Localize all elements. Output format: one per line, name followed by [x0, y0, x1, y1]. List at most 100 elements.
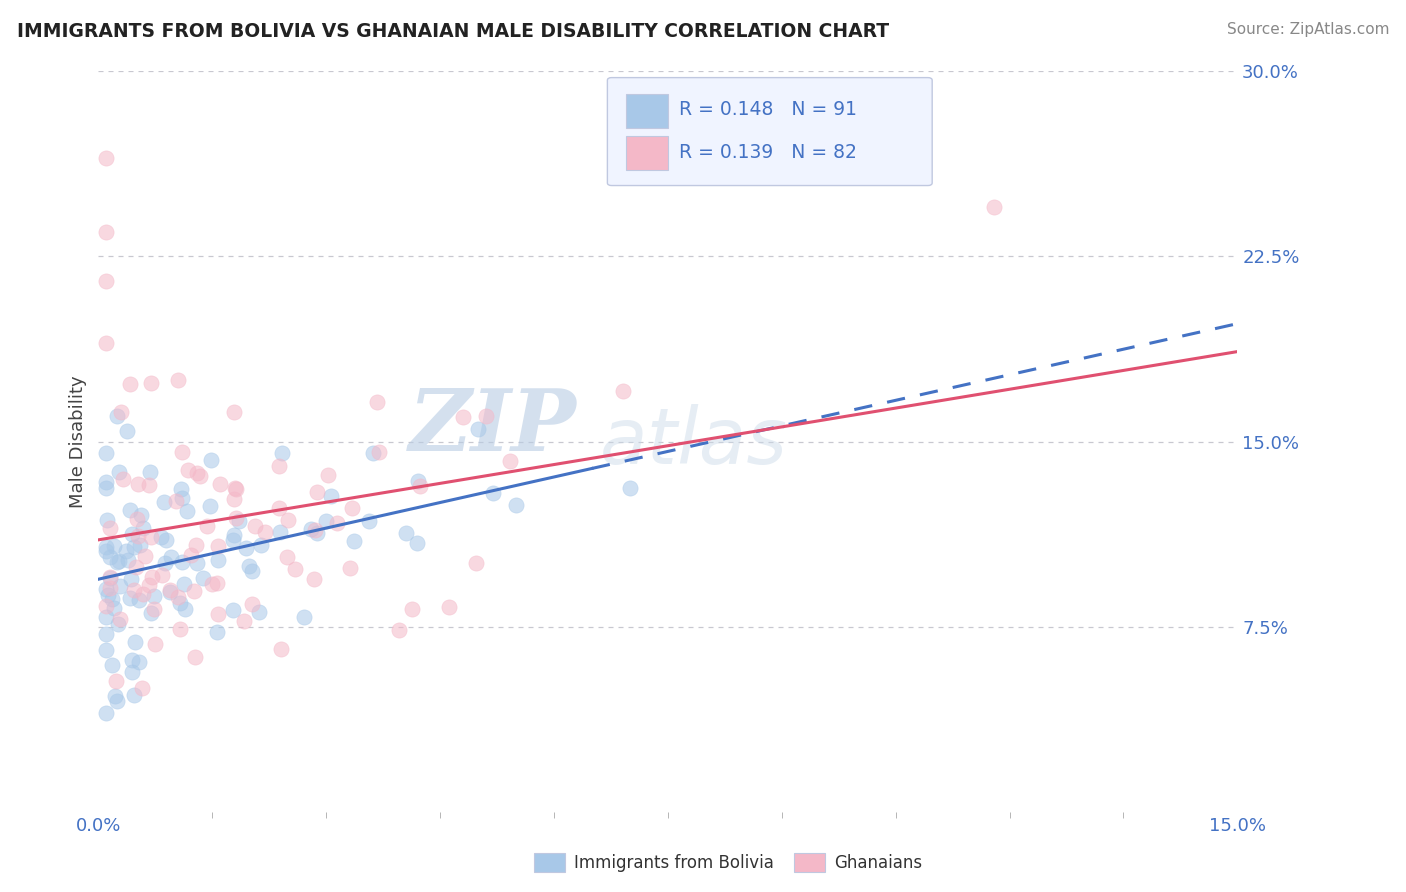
Point [132, 521, 155, 535]
Point [108, 612, 131, 626]
Point [170, 491, 193, 505]
Point [200, 453, 222, 467]
Point [127, 529, 149, 543]
Point [105, 409, 128, 423]
Point [128, 593, 150, 607]
Point [269, 524, 291, 539]
Point [200, 500, 222, 514]
Point [307, 525, 329, 540]
Point [103, 600, 125, 615]
Point [117, 424, 139, 438]
Point [159, 582, 181, 597]
Point [153, 495, 176, 509]
Point [107, 465, 129, 479]
Point [302, 572, 325, 586]
Point [94, 475, 117, 490]
Point [269, 500, 291, 515]
Point [131, 681, 153, 695]
Point [108, 579, 131, 593]
Point [94, 335, 117, 350]
Point [94, 706, 117, 720]
Point [94, 225, 117, 239]
Point [188, 468, 211, 483]
Point [129, 508, 152, 522]
Point [105, 694, 128, 708]
Point [94, 627, 117, 641]
Point [114, 543, 136, 558]
Point [98, 550, 121, 565]
Point [166, 373, 188, 387]
Point [228, 514, 250, 528]
Point [121, 526, 143, 541]
Point [94, 445, 117, 459]
Point [128, 655, 150, 669]
Point [242, 564, 264, 578]
Point [305, 485, 328, 500]
Point [222, 405, 245, 419]
Point [207, 553, 229, 567]
Point [110, 405, 132, 419]
Point [193, 571, 215, 585]
Text: Source: ZipAtlas.com: Source: ZipAtlas.com [1226, 22, 1389, 37]
Point [409, 479, 432, 493]
Point [120, 376, 142, 391]
Point [340, 501, 363, 516]
Point [339, 561, 361, 575]
Point [155, 533, 177, 547]
Point [150, 568, 173, 582]
Point [129, 538, 152, 552]
Point [343, 534, 366, 549]
Point [619, 481, 641, 495]
Point [405, 536, 427, 550]
Point [235, 541, 257, 555]
Point [225, 511, 247, 525]
Point [107, 616, 129, 631]
Point [284, 562, 307, 576]
Point [105, 555, 128, 569]
Point [207, 607, 229, 621]
Point [118, 502, 141, 516]
Point [173, 576, 195, 591]
Point [170, 444, 193, 458]
Point [117, 553, 139, 567]
Point [205, 575, 228, 590]
Point [149, 531, 172, 545]
Point [238, 559, 260, 574]
Point [98, 570, 121, 584]
Point [201, 577, 224, 591]
Point [224, 528, 246, 542]
Point [121, 573, 143, 587]
Point [94, 543, 117, 558]
Point [98, 571, 121, 585]
Point [406, 474, 429, 488]
Point [121, 653, 143, 667]
Point [304, 523, 326, 537]
Point [983, 200, 1005, 214]
Point [207, 624, 229, 639]
Point [387, 624, 409, 638]
Point [122, 583, 145, 598]
Point [326, 516, 349, 530]
Point [169, 623, 191, 637]
Point [121, 665, 143, 680]
Point [170, 483, 193, 497]
Point [183, 650, 205, 665]
Point [359, 514, 381, 528]
Point [176, 463, 198, 477]
Point [224, 491, 246, 506]
Point [125, 512, 148, 526]
Text: R = 0.148   N = 91: R = 0.148 N = 91 [679, 100, 858, 120]
Point [173, 602, 195, 616]
Point [107, 554, 129, 568]
Point [142, 601, 165, 615]
Point [499, 454, 522, 468]
Point [222, 533, 245, 547]
Text: Immigrants from Bolivia: Immigrants from Bolivia [574, 854, 773, 871]
Point [186, 467, 208, 481]
Point [505, 499, 527, 513]
Point [169, 596, 191, 610]
Point [94, 540, 117, 554]
Point [94, 151, 117, 165]
Point [159, 585, 181, 599]
Point [250, 538, 273, 552]
